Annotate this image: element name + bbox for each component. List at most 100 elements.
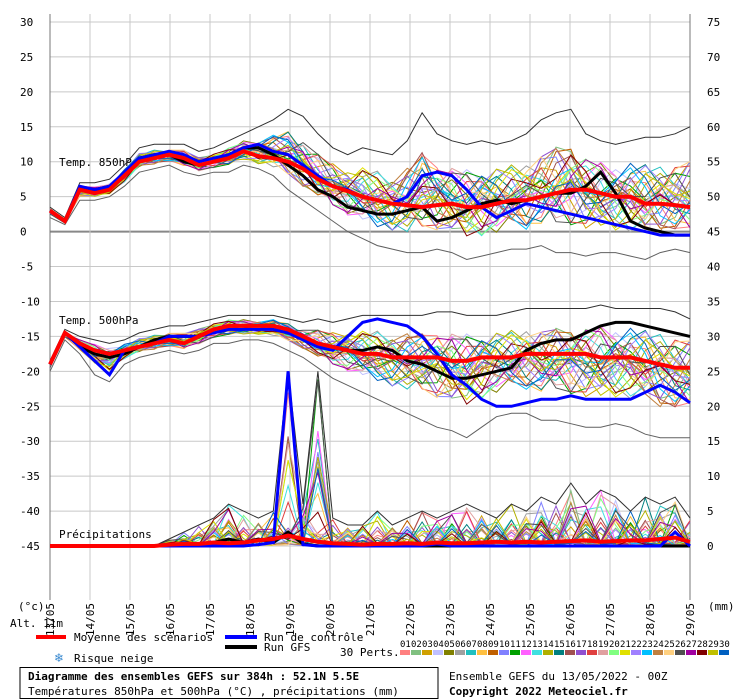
date-tick-label: 29/05: [684, 603, 697, 636]
perturbation-number: 04: [433, 640, 444, 650]
date-tick-label: 21/05: [364, 603, 377, 636]
perturbation-number: 25: [664, 640, 675, 650]
perturbation-swatch: [697, 650, 707, 655]
perturbation-number: 15: [554, 640, 565, 650]
perturbation-swatch: [686, 650, 696, 655]
t500-panel-label: Temp. 500hPa: [59, 314, 138, 327]
perturbation-swatch: [422, 650, 432, 655]
left-tick-label: -30: [20, 435, 40, 448]
perturbation-number: 23: [642, 640, 653, 650]
precip-panel-label: Précipitations: [59, 528, 152, 541]
footer-subtitle: Températures 850hPa et 500hPa (°C) , pré…: [28, 685, 399, 698]
perturbation-number: 19: [598, 640, 609, 650]
perturbation-number: 22: [631, 640, 642, 650]
right-tick-label: 70: [707, 51, 720, 64]
left-tick-label: -20: [20, 365, 40, 378]
left-tick-label: -5: [20, 261, 33, 274]
date-tick-label: 25/05: [524, 603, 537, 636]
left-tick-label: 30: [20, 16, 33, 29]
t850-ensemble-max-line: [49, 108, 691, 219]
t850-ensemble-min-line: [49, 164, 691, 261]
perturbation-number: 29: [708, 640, 719, 650]
footer-run-info: Ensemble GEFS du 13/05/2022 - 00Z: [449, 670, 668, 683]
perturbation-numbers: 01 02 03 04 05 06 07 08 09 10 11 12 13 14 15 16 17 18 19 20…: [400, 640, 730, 650]
snowflake-icon: ❄: [54, 651, 64, 665]
perturbation-swatch: [576, 650, 586, 655]
perturbation-number: 20: [609, 640, 620, 650]
perturbation-number: 01: [400, 640, 411, 650]
perturbation-swatch: [708, 650, 718, 655]
left-tick-label: 20: [20, 86, 33, 99]
perturbation-swatch: [400, 650, 410, 655]
date-tick-label: 26/05: [564, 603, 577, 636]
perturbation-swatch: [631, 650, 641, 655]
perturbation-number: 30: [719, 640, 730, 650]
perturbation-number: 17: [576, 640, 587, 650]
footer-title-box: [19, 667, 439, 699]
perturbation-number: 06: [455, 640, 466, 650]
date-tick-label: 14/05: [84, 603, 97, 636]
perturbation-swatch: [521, 650, 531, 655]
right-tick-label: 30: [707, 330, 720, 343]
legend-mean-label: Moyenne des scénarios: [74, 631, 213, 644]
perturbation-number: 13: [532, 640, 543, 650]
left-tick-label: -10: [20, 295, 40, 308]
right-tick-label: 55: [707, 156, 720, 169]
series-layer: [48, 108, 692, 548]
perturbation-swatch: [532, 650, 542, 655]
date-tick-label: 28/05: [644, 603, 657, 636]
date-tick-label: 20/05: [324, 603, 337, 636]
legend-control-label: Run de contrôle: [264, 631, 363, 644]
perturbation-swatch: [444, 650, 454, 655]
left-tick-label: -25: [20, 400, 40, 413]
perturbation-number: 03: [422, 640, 433, 650]
footer-title: Diagramme des ensembles GEFS sur 384h : …: [28, 670, 359, 683]
t500-mean-line: [48, 323, 690, 370]
perturbation-swatch: [587, 650, 597, 655]
right-tick-label: 50: [707, 191, 720, 204]
left-tick-label: -15: [20, 330, 40, 343]
perturbation-swatch: [477, 650, 487, 655]
right-tick-label: 45: [707, 226, 720, 239]
perturbation-number: 27: [686, 640, 697, 650]
right-tick-label: 5: [707, 505, 714, 518]
perturbation-swatch: [488, 650, 498, 655]
left-tick-label: 25: [20, 51, 33, 64]
perturbation-swatch: [620, 650, 630, 655]
right-unit-label: (mm): [708, 600, 735, 613]
perturbation-number: 16: [565, 640, 576, 650]
left-tick-label: -35: [20, 470, 40, 483]
perturbation-number: 12: [521, 640, 532, 650]
t500-gfs-run-line: [48, 320, 691, 380]
perturbation-number: 26: [675, 640, 686, 650]
perturbation-swatch: [653, 650, 663, 655]
right-tick-label: 60: [707, 121, 720, 134]
date-tick-label: 13/05: [44, 603, 57, 636]
date-tick-label: 16/05: [164, 603, 177, 636]
t500-perturbation-24: [49, 321, 691, 408]
perturbation-swatch: [499, 650, 509, 655]
date-tick-label: 15/05: [124, 603, 137, 636]
legend: Moyenne des scénarios Run de contrôle Ru…: [36, 631, 730, 665]
left-tick-label: -40: [20, 505, 40, 518]
perturbation-number: 09: [488, 640, 499, 650]
perturbation-swatch: [411, 650, 421, 655]
perturbation-swatch: [609, 650, 619, 655]
right-tick-label: 65: [707, 86, 720, 99]
perturbation-swatch: [642, 650, 652, 655]
perturbation-swatch: [433, 650, 443, 655]
t500-ensemble-max-line: [49, 304, 691, 362]
legend-gfs-label: Run GFS: [264, 641, 310, 654]
left-tick-label: 10: [20, 156, 33, 169]
perturbation-number: 14: [543, 640, 554, 650]
date-tick-label: 27/05: [604, 603, 617, 636]
t850-mean-line: [48, 149, 691, 225]
date-tick-label: 24/05: [484, 603, 497, 636]
t500-ensemble-min-line: [49, 339, 690, 439]
date-axis: 13/05 14/05 15/05 16/05 17/05 18/05 19/05 20/05…: [44, 603, 697, 636]
left-tick-label: 0: [20, 226, 27, 239]
perturbation-number: 18: [587, 640, 598, 650]
left-tick-label: 5: [20, 191, 27, 204]
